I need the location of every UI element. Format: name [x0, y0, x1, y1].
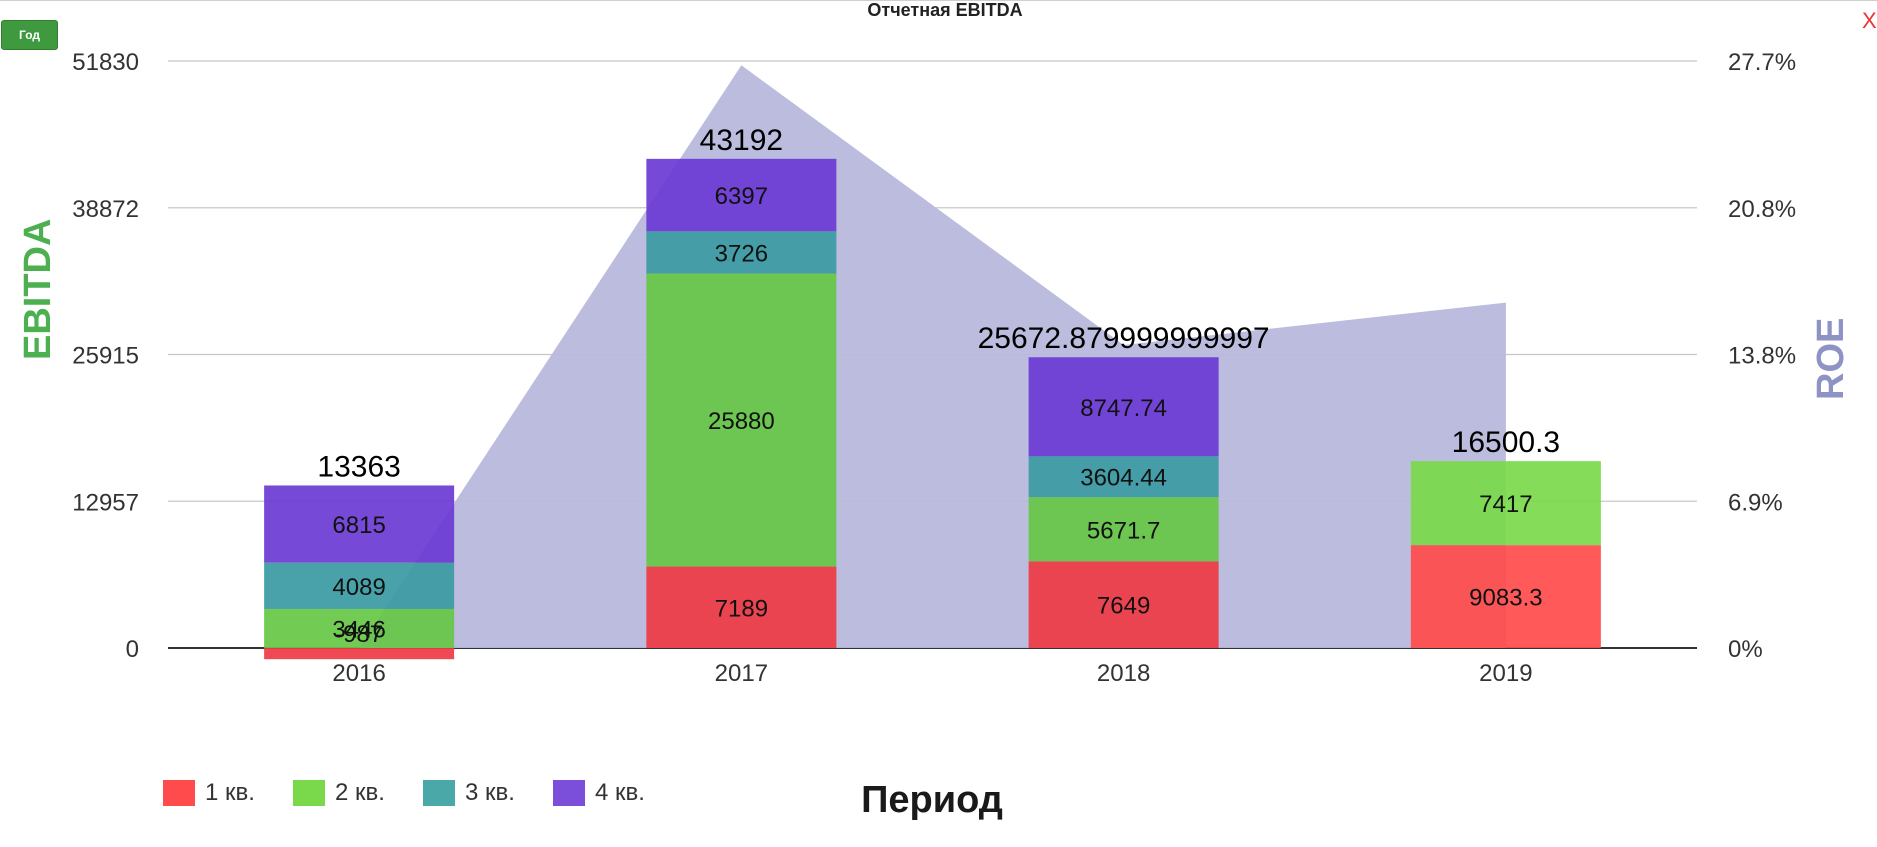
segment-value-label: 4089: [332, 574, 385, 601]
segment-value-label: 6397: [715, 183, 768, 210]
y-tick-label: 38872: [72, 196, 139, 223]
segment-value-label: 9083.3: [1469, 585, 1542, 612]
top-border: [0, 0, 1877, 1]
bar-total-label: 16500.3: [1452, 426, 1560, 459]
segment-value-label: 3726: [715, 240, 768, 267]
y-axis-title-right: ROE: [1810, 318, 1852, 400]
bar-segment[interactable]: [646, 273, 837, 567]
bar-segment[interactable]: [264, 562, 455, 609]
x-axis-title: Период: [861, 779, 1003, 821]
y2-tick-label: 6.9%: [1728, 489, 1783, 516]
bars: [264, 158, 1601, 660]
bar-segment[interactable]: [646, 566, 837, 648]
bar-total-label: 43192: [700, 124, 783, 157]
segment-value-label: 8747.74: [1080, 395, 1167, 422]
y2-tick-label: 13.8%: [1728, 343, 1796, 370]
segment-value-label: 5671.7: [1087, 517, 1160, 544]
segment-value-label: 25880: [708, 408, 775, 435]
segment-value-label: 3604.44: [1080, 465, 1167, 492]
legend-item[interactable]: 1 кв.: [163, 779, 255, 806]
roe-area: [359, 65, 1506, 648]
legend-item[interactable]: 2 кв.: [293, 779, 385, 806]
y2-tick-label: 27.7%: [1728, 49, 1796, 76]
axes: 0 0% 12957 6.9% 25915 13.8% 38872 20.8% 51830 27.…: [72, 49, 1796, 687]
x-tick-label: 2018: [1097, 660, 1150, 687]
legend-swatch: [553, 780, 585, 806]
legend-label: 1 кв.: [205, 779, 255, 806]
chart-title: Отчетная EBITDA: [867, 0, 1023, 20]
legend-label: 4 кв.: [595, 779, 645, 806]
legend-swatch: [293, 780, 325, 806]
segment-value-label: 7417: [1479, 491, 1532, 518]
bar-segment[interactable]: [1028, 561, 1219, 648]
y-tick-label: 0: [126, 636, 139, 663]
bar-segment[interactable]: [1410, 545, 1601, 648]
x-tick-label: 2017: [715, 660, 768, 687]
bar-segment[interactable]: [1028, 357, 1219, 457]
legend-swatch: [163, 780, 195, 806]
bar-total-label: 13363: [317, 450, 400, 483]
legend-item[interactable]: 3 кв.: [423, 779, 515, 806]
segment-value-label: 6815: [332, 512, 385, 539]
bar-segment[interactable]: [646, 158, 837, 232]
bar-segment[interactable]: [264, 608, 455, 648]
segment-value-label: 3446: [332, 616, 385, 643]
y-axis-title-left: EBITDA: [17, 219, 59, 360]
segment-value-label: -987: [335, 621, 383, 648]
bar-segment[interactable]: [264, 648, 455, 660]
bar-segment[interactable]: [264, 485, 455, 563]
legend-label: 2 кв.: [335, 779, 385, 806]
segment-value-label: 7189: [715, 595, 768, 622]
legend-item[interactable]: 4 кв.: [553, 779, 645, 806]
legend-label: 3 кв.: [465, 779, 515, 806]
legend-swatch: [423, 780, 455, 806]
close-icon[interactable]: X: [1862, 8, 1877, 33]
y2-tick-label: 0%: [1728, 636, 1763, 663]
period-year-button[interactable]: Год: [1, 20, 58, 50]
x-tick-label: 2016: [332, 660, 385, 687]
bar-segment[interactable]: [1028, 456, 1219, 498]
x-tick-label: 2019: [1479, 660, 1532, 687]
bar-segment[interactable]: [646, 231, 837, 274]
legend: 1 кв. 2 кв. 3 кв. 4 кв.: [163, 779, 645, 806]
bar-segment[interactable]: [1028, 497, 1219, 562]
bar-total-label: 25672.879999999997: [978, 322, 1270, 355]
y-tick-label: 51830: [72, 49, 139, 76]
segment-value-label: 7649: [1097, 593, 1150, 620]
bar-segment[interactable]: [1410, 461, 1601, 546]
y-tick-label: 25915: [72, 343, 139, 370]
y-tick-label: 12957: [72, 489, 139, 516]
roe-area-shape: [359, 65, 1506, 648]
y2-tick-label: 20.8%: [1728, 196, 1796, 223]
